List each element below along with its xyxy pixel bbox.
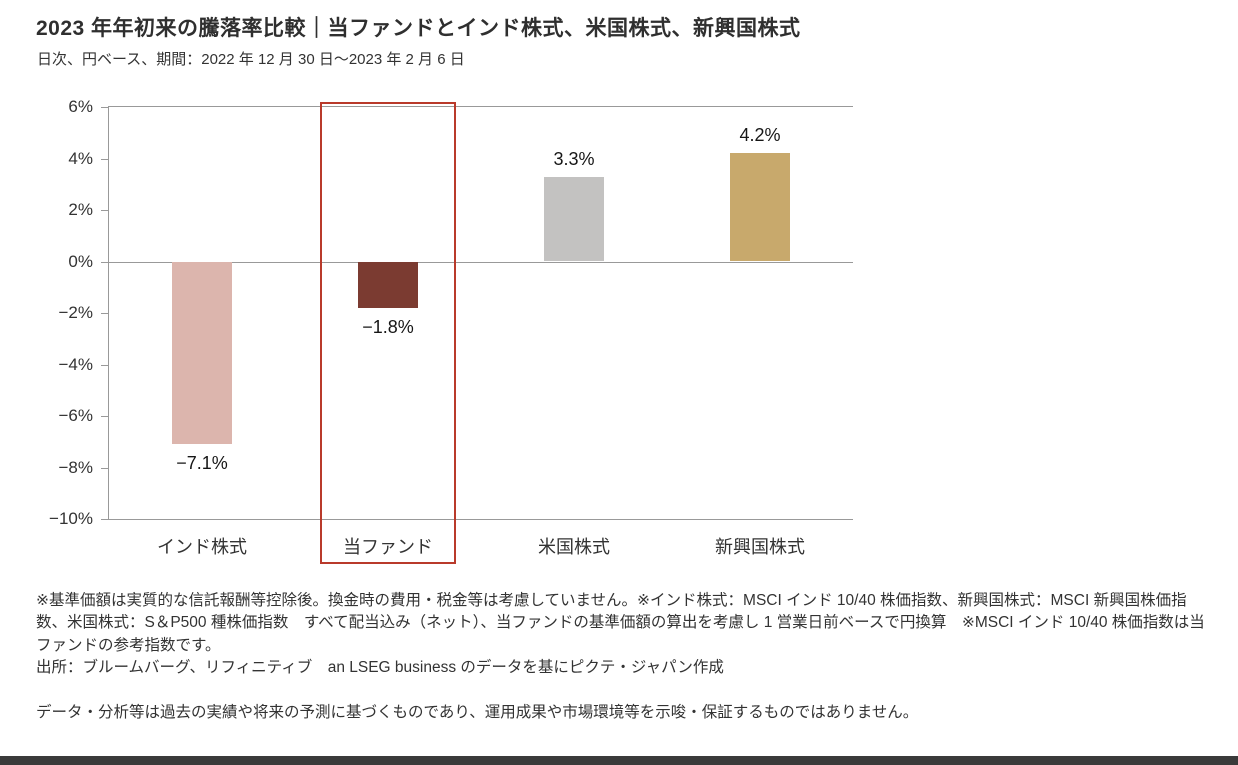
y-axis-tick-label: −4% <box>58 354 94 374</box>
bar <box>730 153 790 262</box>
y-axis-tick-label: −2% <box>58 303 94 322</box>
zero-gridline <box>109 261 853 263</box>
y-axis-tick-mark <box>101 467 109 469</box>
disclaimer-text: データ・分析等は過去の実績や将来の予測に基づくものであり、運用成果や市場環境等を… <box>36 703 919 721</box>
category-label: 当ファンド <box>343 537 433 557</box>
category-label: 米国株式 <box>538 537 610 557</box>
y-axis-tick-label: −6% <box>58 406 94 425</box>
y-axis-tick-mark <box>101 261 109 263</box>
y-axis-tick-label: 2% <box>68 200 93 219</box>
category-label: インド株式 <box>157 537 247 557</box>
y-axis-tick-mark <box>101 313 109 314</box>
y-axis-tick-mark <box>101 364 109 366</box>
bar <box>358 261 418 308</box>
source-text: 出所：ブルームバーグ、リフィニティブ an LSEG business のデータ… <box>36 659 724 677</box>
plot-area: 6% 4% 2% 0% −2% −4% −6% −8% −10% −7.1% インド株式 −1.8% 当… <box>49 97 853 564</box>
bar <box>544 176 604 262</box>
highlight-box <box>320 102 456 564</box>
category-label: 新興国株式 <box>715 537 805 557</box>
footer-bar <box>0 756 1238 765</box>
chart-title: 2023 年年初来の騰落率比較｜当ファンドとインド株式、米国株式、新興国株式 <box>36 17 801 40</box>
bar-value-label: 4.2% <box>739 125 781 146</box>
y-axis-tick-label: 0% <box>68 251 93 271</box>
footnotes: ※基準価額は実質的な信託報酬等控除後。換金時の費用・税金等は考慮していません。※… <box>36 590 1208 724</box>
chart-subtitle: 日次、円ベース、期間：2022 年 12 月 30 日～2023 年 2 月 6… <box>37 51 465 68</box>
y-axis-tick-mark <box>101 210 109 211</box>
y-axis-tick-label: −8% <box>58 457 94 477</box>
y-axis-tick-mark <box>101 416 109 417</box>
y-axis-tick-label: −10% <box>49 509 93 528</box>
bar <box>172 261 232 445</box>
y-axis-tick-label: 6% <box>68 97 93 116</box>
bar-value-label: −7.1% <box>176 453 228 474</box>
bar-value-label: −1.8% <box>362 316 414 337</box>
footnote-text: ※基準価額は実質的な信託報酬等控除後。換金時の費用・税金等は考慮していません。※… <box>36 592 1205 654</box>
y-axis-tick-mark <box>101 519 109 520</box>
y-axis-tick-label: 4% <box>68 148 93 168</box>
y-axis-tick-mark <box>101 158 109 160</box>
bar-value-label: 3.3% <box>553 148 595 169</box>
y-axis-tick-mark <box>101 107 109 108</box>
